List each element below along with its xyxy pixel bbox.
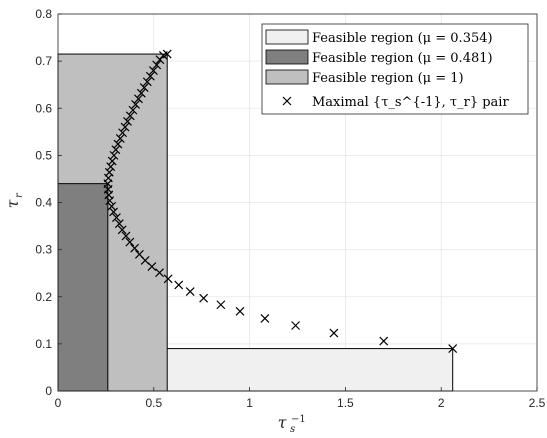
y-tick-label-5: 0.5: [35, 148, 52, 162]
data-point-10: [163, 274, 173, 284]
y-tick-label-2: 0.2: [35, 290, 52, 304]
data-point-7: [199, 293, 209, 303]
y-tick-label-1: 0.1: [35, 337, 52, 351]
x-tick-label-0: 0: [55, 396, 62, 410]
legend-entry-4: Maximal {τ_s^{-1}, τ_r} pair: [312, 95, 509, 110]
data-point-17: [121, 231, 131, 241]
data-point-11: [155, 268, 164, 278]
data-point-42: [136, 88, 146, 98]
y-tick-label-4: 0.4: [35, 196, 52, 210]
data-point-35: [118, 128, 127, 138]
legend-entry-2: Feasible region (μ = 0.481): [312, 51, 493, 66]
legend-marker-x: [282, 96, 292, 106]
legend-swatch-1: [265, 29, 309, 45]
legend-swatch-2: [265, 49, 309, 65]
data-point-33: [113, 139, 123, 149]
data-point-16: [125, 237, 135, 247]
data-point-18: [117, 225, 127, 235]
data-point-29: [106, 162, 116, 172]
x-tick-label-3: 1.5: [337, 396, 354, 410]
data-point-21: [109, 207, 118, 217]
data-point-36: [120, 122, 130, 132]
data-point-37: [123, 117, 132, 126]
data-point-45: [145, 71, 155, 81]
data-point-15: [130, 243, 140, 253]
data-point-34: [115, 133, 125, 143]
data-point-43: [139, 83, 149, 92]
ticks: 0 0.5 1 1.5 2 2.5 0 0.1 0.2 0.3 0.4 0.5 0.6 0.7 0.8: [35, 7, 545, 410]
data-point-6: [216, 300, 226, 310]
y-tick-label-6: 0.6: [35, 101, 52, 115]
data-point-5: [235, 306, 245, 316]
svg-text:τ: τ: [3, 198, 22, 208]
data-point-9: [174, 280, 184, 290]
data-point-44: [142, 77, 152, 87]
data-point-31: [109, 150, 119, 160]
data-point-1: [379, 336, 389, 346]
y-axis-label: τ r: [3, 192, 25, 208]
legend-entry-3: Feasible region (μ = 1): [312, 71, 464, 86]
y-tick-label-8: 0.8: [35, 7, 52, 21]
data-point-0: [448, 344, 458, 354]
x-tick-label-5: 2.5: [529, 396, 546, 410]
data-point-2: [329, 328, 339, 338]
data-point-14: [135, 249, 144, 259]
data-point-22: [107, 201, 117, 211]
svg-text:s: s: [290, 424, 295, 435]
svg-text:τ: τ: [278, 413, 288, 432]
data-point-46: [148, 66, 158, 75]
legend-swatch-3: [265, 69, 309, 85]
legend-entry-1: Feasible region (μ = 0.354): [312, 31, 493, 46]
svg-text:−1: −1: [291, 414, 306, 425]
feasible-region-2: [57, 183, 109, 392]
data-point-50: [162, 49, 172, 59]
data-point-39: [128, 105, 138, 115]
y-tick-label-3: 0.3: [35, 243, 52, 257]
data-point-47: [152, 60, 162, 70]
x-tick-label-1: 0.5: [145, 396, 162, 410]
x-tick-label-2: 1: [246, 396, 253, 410]
data-point-4: [260, 314, 270, 323]
x-tick-label-4: 2: [438, 396, 445, 410]
data-point-32: [111, 145, 121, 155]
data-point-20: [112, 213, 121, 223]
legend: Feasible region (μ = 0.354) Feasible reg…: [261, 23, 529, 115]
data-point-30: [107, 156, 117, 166]
data-point-8: [185, 287, 195, 296]
data-point-3: [291, 321, 301, 330]
feasible-regions: [57, 53, 454, 392]
data-point-28: [104, 167, 114, 177]
svg-text:r: r: [14, 192, 25, 198]
x-axis-label: τ s −1: [278, 413, 306, 435]
maximal-pair-markers: [103, 49, 458, 354]
data-point-38: [125, 111, 135, 121]
y-tick-label-0: 0: [45, 384, 52, 398]
data-point-41: [134, 94, 143, 104]
data-point-19: [114, 219, 124, 229]
y-tick-label-7: 0.7: [35, 54, 52, 68]
data-point-40: [131, 100, 141, 109]
